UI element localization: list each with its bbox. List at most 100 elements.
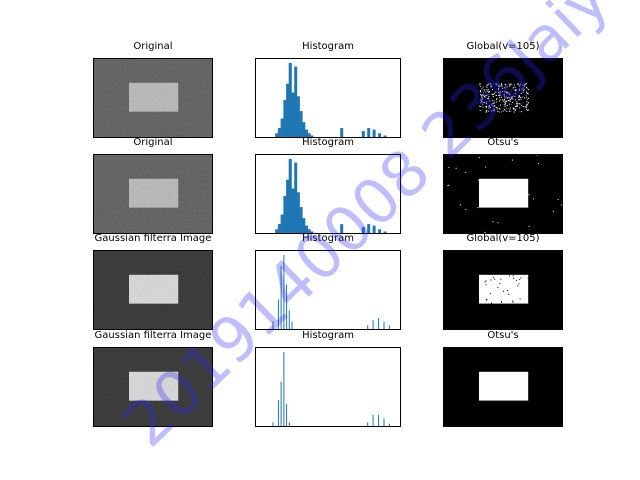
noise-pixel [511,98,513,100]
histogram-bar [283,352,285,426]
panel-title: Histogram [302,330,354,341]
noise-pixel [487,83,489,85]
histogram-bar [307,133,311,137]
noise-pixel [503,290,504,292]
noise-pixel [493,102,495,104]
noise-pixel [479,83,481,85]
noise-pixel [497,83,498,85]
noise-pixel [506,93,507,95]
noise-pixel [482,86,484,88]
noise-pixel [527,109,529,111]
noise-pixel [502,87,504,89]
histogram-background [255,347,401,427]
noise-pixel [448,166,450,168]
noise-pixel [502,91,504,93]
noise-pixel [510,90,512,92]
noise-pixel [516,106,517,107]
noise-pixel [509,94,511,96]
noise-pixel [512,301,514,303]
noise-pixel [506,86,508,88]
panel-title: Histogram [302,41,354,52]
noise-pixel [489,107,491,108]
noise-pixel [485,280,487,282]
noise-pixel [477,207,479,209]
noise-pixel [525,106,527,108]
panel-title: Histogram [302,233,354,244]
noise-pixel [514,89,516,91]
histogram-bar [286,83,290,137]
noise-pixel [499,96,501,98]
noise-pixel [479,105,481,107]
noise-pixel [518,88,520,90]
noise-pixel [524,97,526,99]
histogram-bar [307,229,311,233]
histogram-bar [283,196,287,233]
noise-pixel [504,100,506,102]
noise-pixel [504,97,506,99]
noise-pixel [485,166,487,168]
noise-pixel [528,97,529,99]
noise-pixel [486,90,488,92]
noise-pixel [500,85,502,87]
noise-pixel [510,188,511,190]
noise-pixel [447,185,449,187]
noise-pixel [465,209,467,211]
histogram-bar [277,128,281,137]
histogram-background [255,58,401,138]
noise-pixel [517,104,519,106]
noise-pixel [521,111,522,113]
noise-pixel [526,94,527,96]
noise-pixel [510,111,512,112]
noise-pixel [493,101,495,103]
noise-pixel [509,100,511,102]
axes-frame [93,250,213,330]
noise-pixel [511,103,513,105]
noise-pixel [505,89,506,91]
noise-pixel [527,277,529,279]
noise-pixel [495,101,497,103]
noise-pixel [489,293,491,295]
noise-pixel [514,108,516,110]
noise-pixel [500,96,502,98]
noise-pixel [484,231,486,233]
noise-pixel [494,105,496,107]
histogram-bar [280,266,282,329]
noise-pixel [528,194,530,196]
noise-pixel [509,85,511,87]
noise-pixel [525,105,527,107]
noise-pixel [486,86,488,88]
noise-pixel [515,105,517,107]
histogram-bar [283,100,287,137]
noise-pixel [514,90,516,91]
noise-pixel [496,98,497,100]
noise-pixel [552,210,554,212]
noise-pixel [518,96,520,98]
noise-pixel [487,206,489,208]
noise-pixel [516,105,518,107]
noise-pixel [493,108,495,110]
noise-pixel [488,105,490,107]
noise-pixel [520,277,522,279]
noise-pixel [512,87,514,89]
noise-pixel [505,107,507,109]
noise-pixel [492,88,493,90]
image-rectangle [129,82,179,112]
noise-pixel [488,107,490,109]
noise-pixel [512,98,514,100]
histogram-bar [372,414,374,426]
histogram-bar [372,320,374,329]
noise-pixel [491,103,493,105]
noise-pixel [519,103,521,105]
noise-pixel [492,105,494,107]
noise-pixel [514,109,516,111]
noise-pixel [513,278,515,279]
noise-pixel [522,87,524,89]
noise-pixel [508,275,510,277]
panel-title: Histogram [302,137,354,148]
noise-pixel [517,285,519,287]
panel-title: Global(v=105) [466,233,539,244]
noise-pixel [486,298,488,300]
noise-pixel [480,100,482,102]
histogram-bar [286,403,288,426]
noise-pixel [503,95,505,97]
